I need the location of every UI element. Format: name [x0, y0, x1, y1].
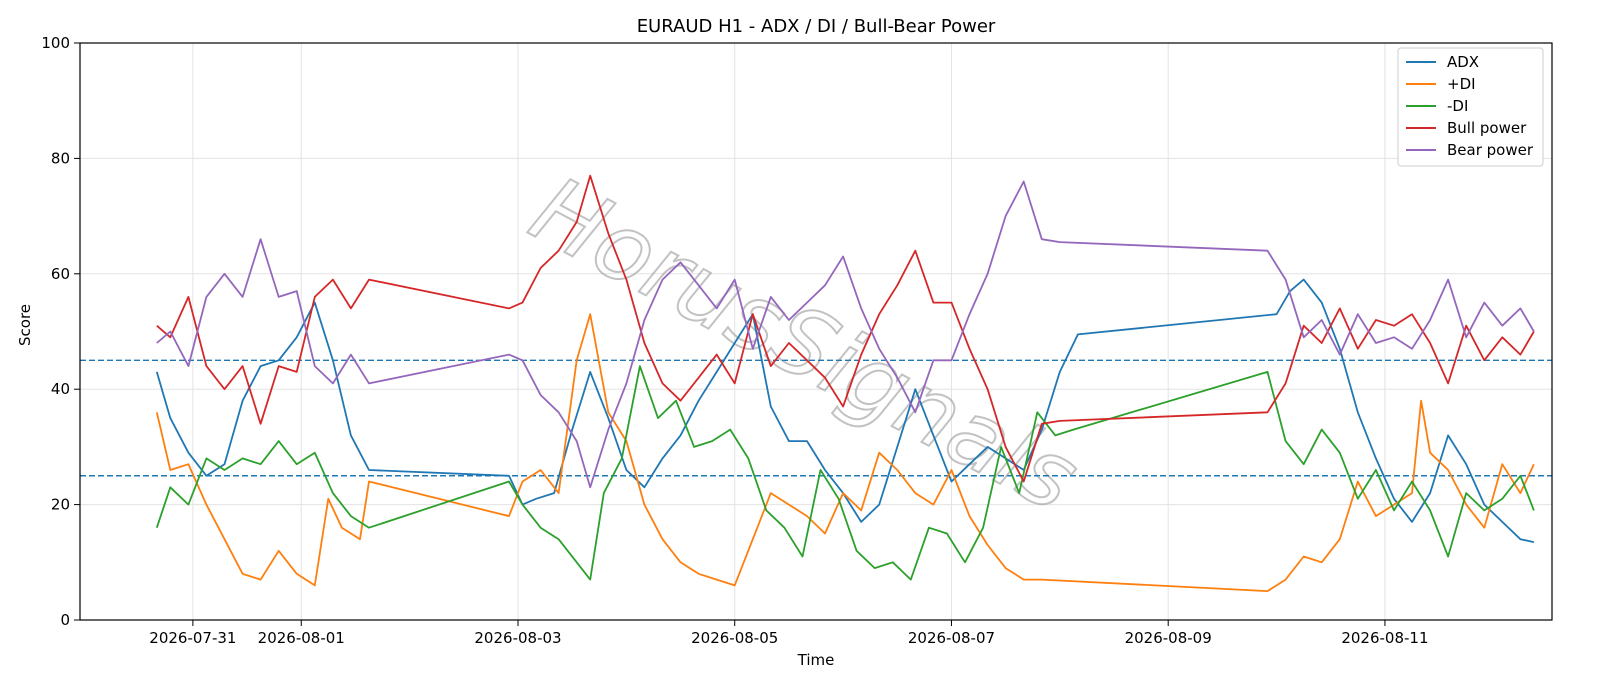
series-line-bear-power	[156, 180, 1535, 489]
x-tick-label: 2026-08-03	[474, 629, 561, 647]
y-tick-label: 80	[51, 149, 70, 167]
legend-label-adx: ADX	[1447, 53, 1479, 71]
x-axis: 2026-07-31 2026-08-01 2026-08-03 2026-08-05…	[149, 620, 1429, 647]
plot-frame	[79, 42, 1553, 621]
chart-title: EURAUD H1 - ADX / DI / Bull-Bear Power	[637, 16, 996, 37]
series-lines	[155, 174, 1535, 592]
series-line-bull-power	[156, 174, 1535, 483]
x-tick-label: 2026-08-09	[1125, 629, 1212, 647]
series-line-di	[155, 365, 1535, 581]
y-tick-label: 20	[51, 496, 70, 514]
x-tick-label: 2026-07-31	[149, 629, 236, 647]
y-tick-label: 100	[41, 34, 70, 52]
grid	[80, 42, 1552, 621]
legend-label-bull-power: Bull power	[1447, 119, 1527, 137]
x-tick-label: 2026-08-05	[691, 629, 778, 647]
x-tick-label: 2026-08-01	[258, 629, 345, 647]
y-tick-label: 0	[60, 611, 70, 629]
x-axis-title: Time	[797, 651, 835, 669]
series-line-di	[155, 313, 1535, 592]
y-tick-label: 40	[51, 380, 70, 398]
y-axis-title: Score	[16, 304, 34, 346]
legend: ADX +DI -DI Bull power Bear power	[1397, 47, 1544, 167]
series-line-adx	[155, 278, 1535, 543]
x-tick-label: 2026-08-07	[908, 629, 995, 647]
y-axis: 0 20 40 60 80 100	[41, 34, 80, 629]
y-tick-label: 60	[51, 265, 70, 283]
legend-label-bear-power: Bear power	[1447, 141, 1534, 159]
x-tick-label: 2026-08-11	[1341, 629, 1428, 647]
legend-label-di: -DI	[1447, 97, 1468, 115]
legend-box	[1397, 47, 1544, 167]
legend-label-di: +DI	[1447, 75, 1476, 93]
